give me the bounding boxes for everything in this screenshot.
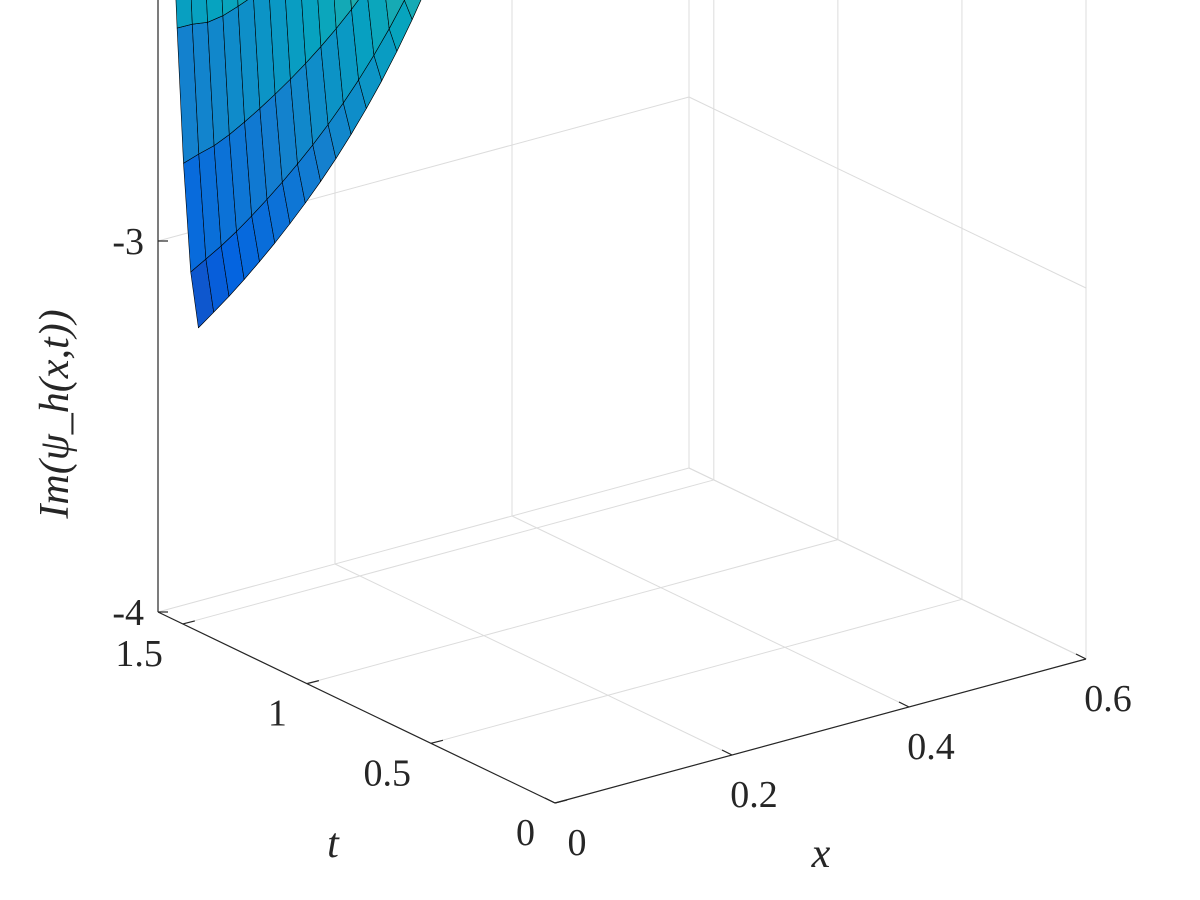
t-tick-mark bbox=[430, 739, 444, 744]
t-tick-label: 0 bbox=[516, 812, 535, 854]
t-tick-label: 1.5 bbox=[115, 633, 163, 675]
surface-face bbox=[317, 0, 337, 47]
grid-line bbox=[430, 598, 963, 744]
x-axis-label: x bbox=[811, 831, 831, 877]
t-axis-label: t bbox=[327, 821, 340, 867]
t-axis-line bbox=[157, 611, 556, 804]
x-tick-mark bbox=[898, 701, 910, 708]
z-axis-label: Im(ψ_h(x,t)) bbox=[32, 309, 78, 519]
t-tick-label: 0.5 bbox=[363, 752, 411, 794]
t-tick-mark bbox=[554, 799, 568, 804]
t-axis-ticks: 0 0.5 1 1.5 bbox=[115, 620, 568, 854]
z-axis-ticks: -4-3-2-10 bbox=[112, 221, 168, 634]
surface-face bbox=[221, 0, 239, 16]
x-tick-mark bbox=[721, 749, 733, 756]
surface-face bbox=[175, 0, 193, 29]
x-tick-mark bbox=[1075, 653, 1087, 660]
z-tick-label: -4 bbox=[112, 592, 144, 634]
surface-face bbox=[404, 0, 422, 20]
grid-line bbox=[511, 515, 910, 708]
x-axis-ticks: 0 0.2 0.4 0.6 bbox=[544, 653, 1132, 864]
x-tick-label: 0.4 bbox=[907, 726, 955, 768]
grid-line bbox=[157, 467, 690, 613]
surface-face bbox=[206, 0, 224, 23]
surface-face bbox=[237, 0, 248, 7]
z-tick-label: -3 bbox=[112, 221, 144, 263]
axes-lines bbox=[157, 0, 1087, 804]
surface-mesh bbox=[175, 0, 422, 329]
surface-face bbox=[190, 0, 208, 25]
surface-face bbox=[333, 0, 352, 29]
surface-face bbox=[350, 0, 359, 10]
grid-line bbox=[182, 479, 714, 625]
t-tick-label: 1 bbox=[268, 693, 287, 735]
x-tick-label: 0.6 bbox=[1084, 678, 1132, 720]
grid-line bbox=[688, 96, 1087, 289]
x-tick-label: 0.2 bbox=[730, 774, 778, 816]
grid-line bbox=[688, 467, 1087, 660]
x-tick-mark bbox=[544, 797, 556, 804]
surface-face bbox=[385, 0, 405, 30]
x-tick-label: 0 bbox=[568, 822, 587, 864]
grid-line bbox=[306, 539, 839, 685]
grid-line bbox=[334, 563, 733, 756]
x-axis-line bbox=[554, 658, 1087, 804]
t-tick-mark bbox=[182, 620, 195, 625]
t-tick-mark bbox=[306, 680, 320, 685]
z-axis-label-text: Im(ψ_h(x,t)) bbox=[32, 309, 78, 519]
